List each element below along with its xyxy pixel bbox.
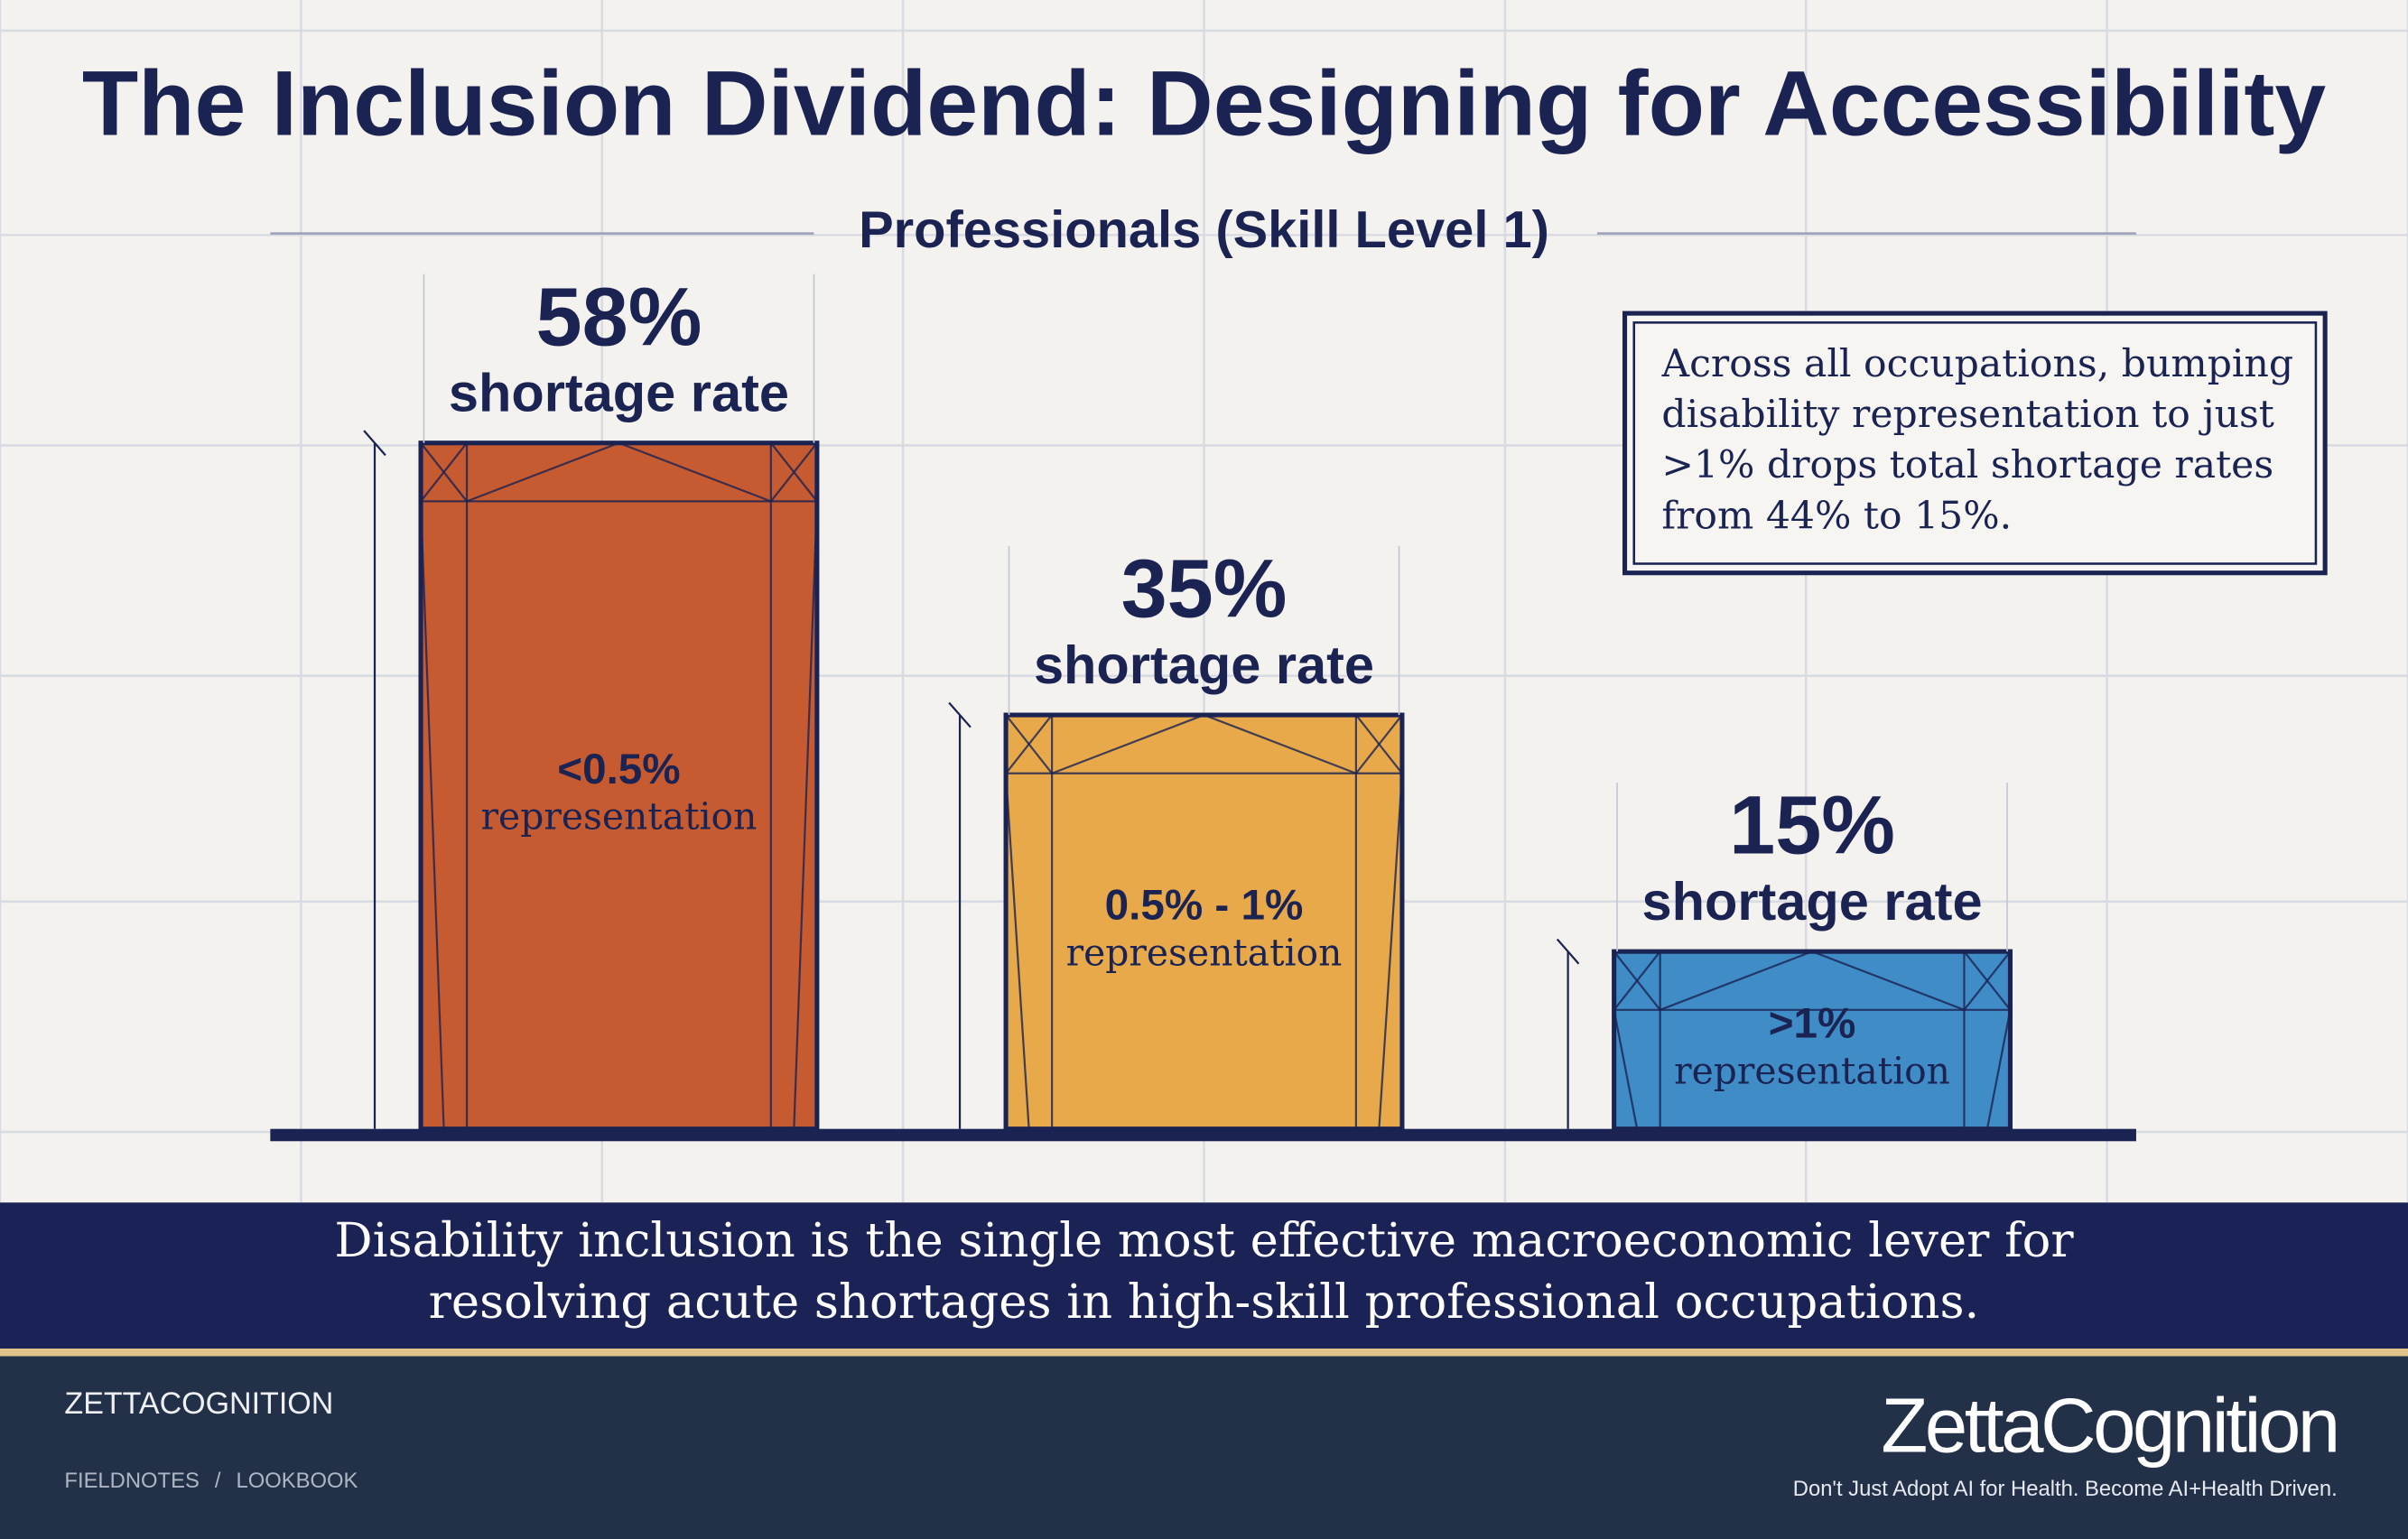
bar-frame — [793, 501, 818, 1129]
bar — [1003, 712, 1405, 1132]
bar-frame — [1005, 714, 1053, 774]
bar — [418, 440, 820, 1132]
annotation-wrap: Across all occupations, bumping disabili… — [1661, 340, 2294, 538]
bar-frame — [769, 442, 818, 503]
value-label: 58% — [536, 271, 702, 363]
dimension-tick — [948, 701, 972, 728]
category-label: <0.5% — [557, 746, 680, 793]
conclusion: Disability inclusion is the single most … — [334, 1213, 2074, 1330]
bar-frame — [1660, 950, 1813, 1011]
value-caption: shortage rate — [449, 362, 789, 422]
category-caption: representation — [1674, 1049, 1950, 1092]
bar-frame — [419, 501, 445, 1129]
bar-frame — [1378, 773, 1404, 1129]
category-caption: representation — [1066, 931, 1343, 974]
bar-frame — [618, 441, 772, 503]
value-label: 15% — [1729, 780, 1895, 872]
baseline — [270, 1128, 2136, 1142]
dimension-tick — [363, 430, 386, 457]
breadcrumb-separator: / — [215, 1469, 221, 1493]
bar-frame — [1985, 1009, 2012, 1129]
breadcrumb: FIELDNOTES / LOOKBOOK — [64, 1469, 358, 1493]
value-label: 35% — [1121, 543, 1288, 635]
bar-frame — [420, 442, 468, 503]
chart-title: The Inclusion Dividend: Designing for Ac… — [82, 51, 2327, 154]
bars: 58%shortage rate<0.5%representation35%sh… — [363, 271, 2013, 1132]
value-caption: shortage rate — [1642, 871, 1983, 932]
chart-subtitle: Professionals (Skill Level 1) — [859, 201, 1549, 259]
conclusion-wrap: Disability inclusion is the single most … — [334, 1213, 2074, 1330]
value-caption: shortage rate — [1034, 635, 1374, 695]
annotation: Across all occupations, bumping disabili… — [1661, 340, 2294, 538]
bar-frame — [1051, 714, 1204, 774]
category-caption: representation — [481, 795, 758, 839]
bar-frame — [1204, 714, 1357, 774]
footer — [0, 1356, 2408, 1539]
bar-frame — [466, 441, 619, 503]
bar-frame — [1004, 773, 1030, 1129]
annotation-border — [1632, 321, 2318, 565]
logo: ZettaCognition — [1881, 1383, 2337, 1469]
bar-frame — [1811, 950, 1965, 1011]
banner — [0, 1202, 2408, 1349]
tagline: Don't Just Adopt AI for Health. Become A… — [1793, 1477, 2338, 1501]
bar — [1612, 949, 2013, 1132]
dimension-tick — [1556, 938, 1580, 965]
banner-rule — [0, 1349, 2408, 1357]
category-label: 0.5% - 1% — [1105, 882, 1304, 930]
footer-brand: ZETTACOGNITION — [64, 1386, 333, 1421]
bar-frame — [1613, 950, 1661, 1011]
bar-frame — [1355, 714, 1403, 774]
breadcrumb-item[interactable]: FIELDNOTES — [64, 1469, 199, 1493]
bar-frame — [1613, 1009, 1639, 1129]
breadcrumb-item[interactable]: LOOKBOOK — [236, 1469, 358, 1493]
annotation-box — [1622, 311, 2328, 576]
bar-frame — [1963, 950, 2012, 1011]
category-label: >1% — [1769, 1000, 1856, 1048]
